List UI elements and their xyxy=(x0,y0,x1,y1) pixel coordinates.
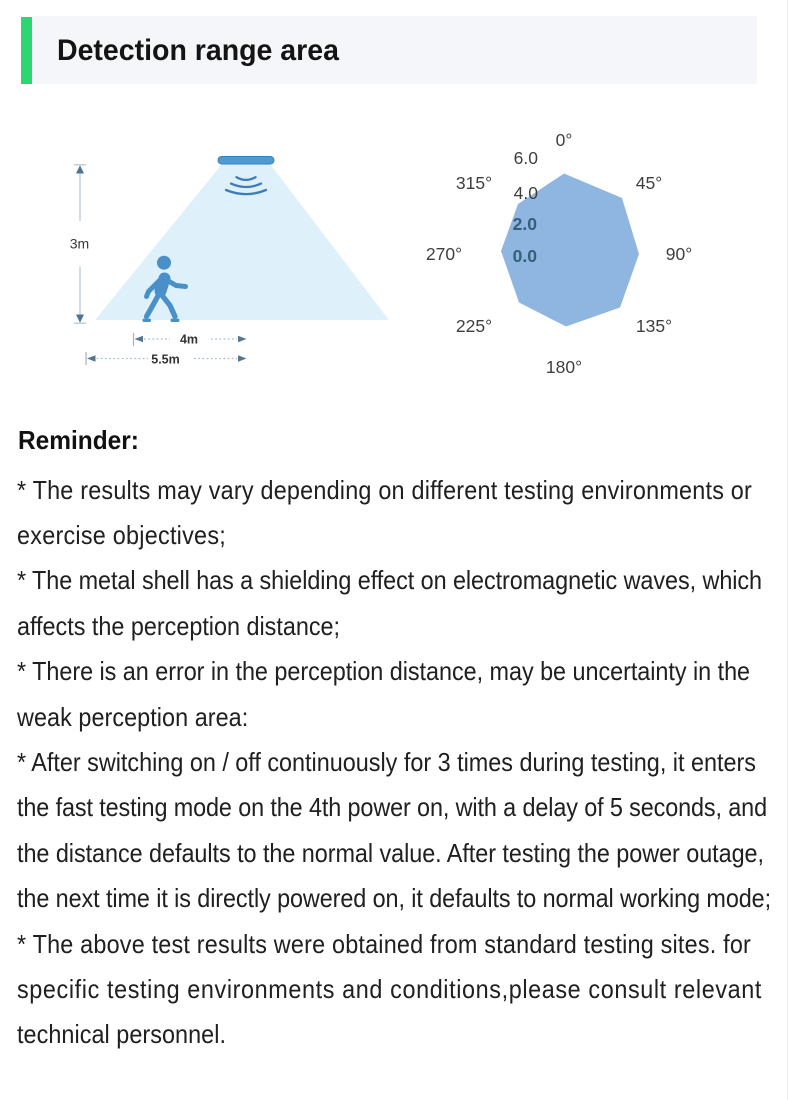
svg-text:180°: 180° xyxy=(546,357,582,377)
svg-text:5.5m: 5.5m xyxy=(151,353,180,367)
svg-text:0°: 0° xyxy=(556,130,573,150)
svg-text:2.0: 2.0 xyxy=(513,214,538,234)
svg-text:135°: 135° xyxy=(636,316,672,336)
svg-text:4m: 4m xyxy=(180,333,198,347)
svg-text:45°: 45° xyxy=(636,173,662,193)
svg-text:4.0: 4.0 xyxy=(514,183,539,203)
svg-text:3m: 3m xyxy=(70,236,89,252)
svg-text:6.0: 6.0 xyxy=(514,148,539,168)
svg-text:270°: 270° xyxy=(426,244,462,264)
svg-text:315°: 315° xyxy=(456,173,492,193)
svg-text:0.0: 0.0 xyxy=(513,246,538,266)
svg-text:90°: 90° xyxy=(666,244,692,264)
svg-text:225°: 225° xyxy=(456,316,492,336)
